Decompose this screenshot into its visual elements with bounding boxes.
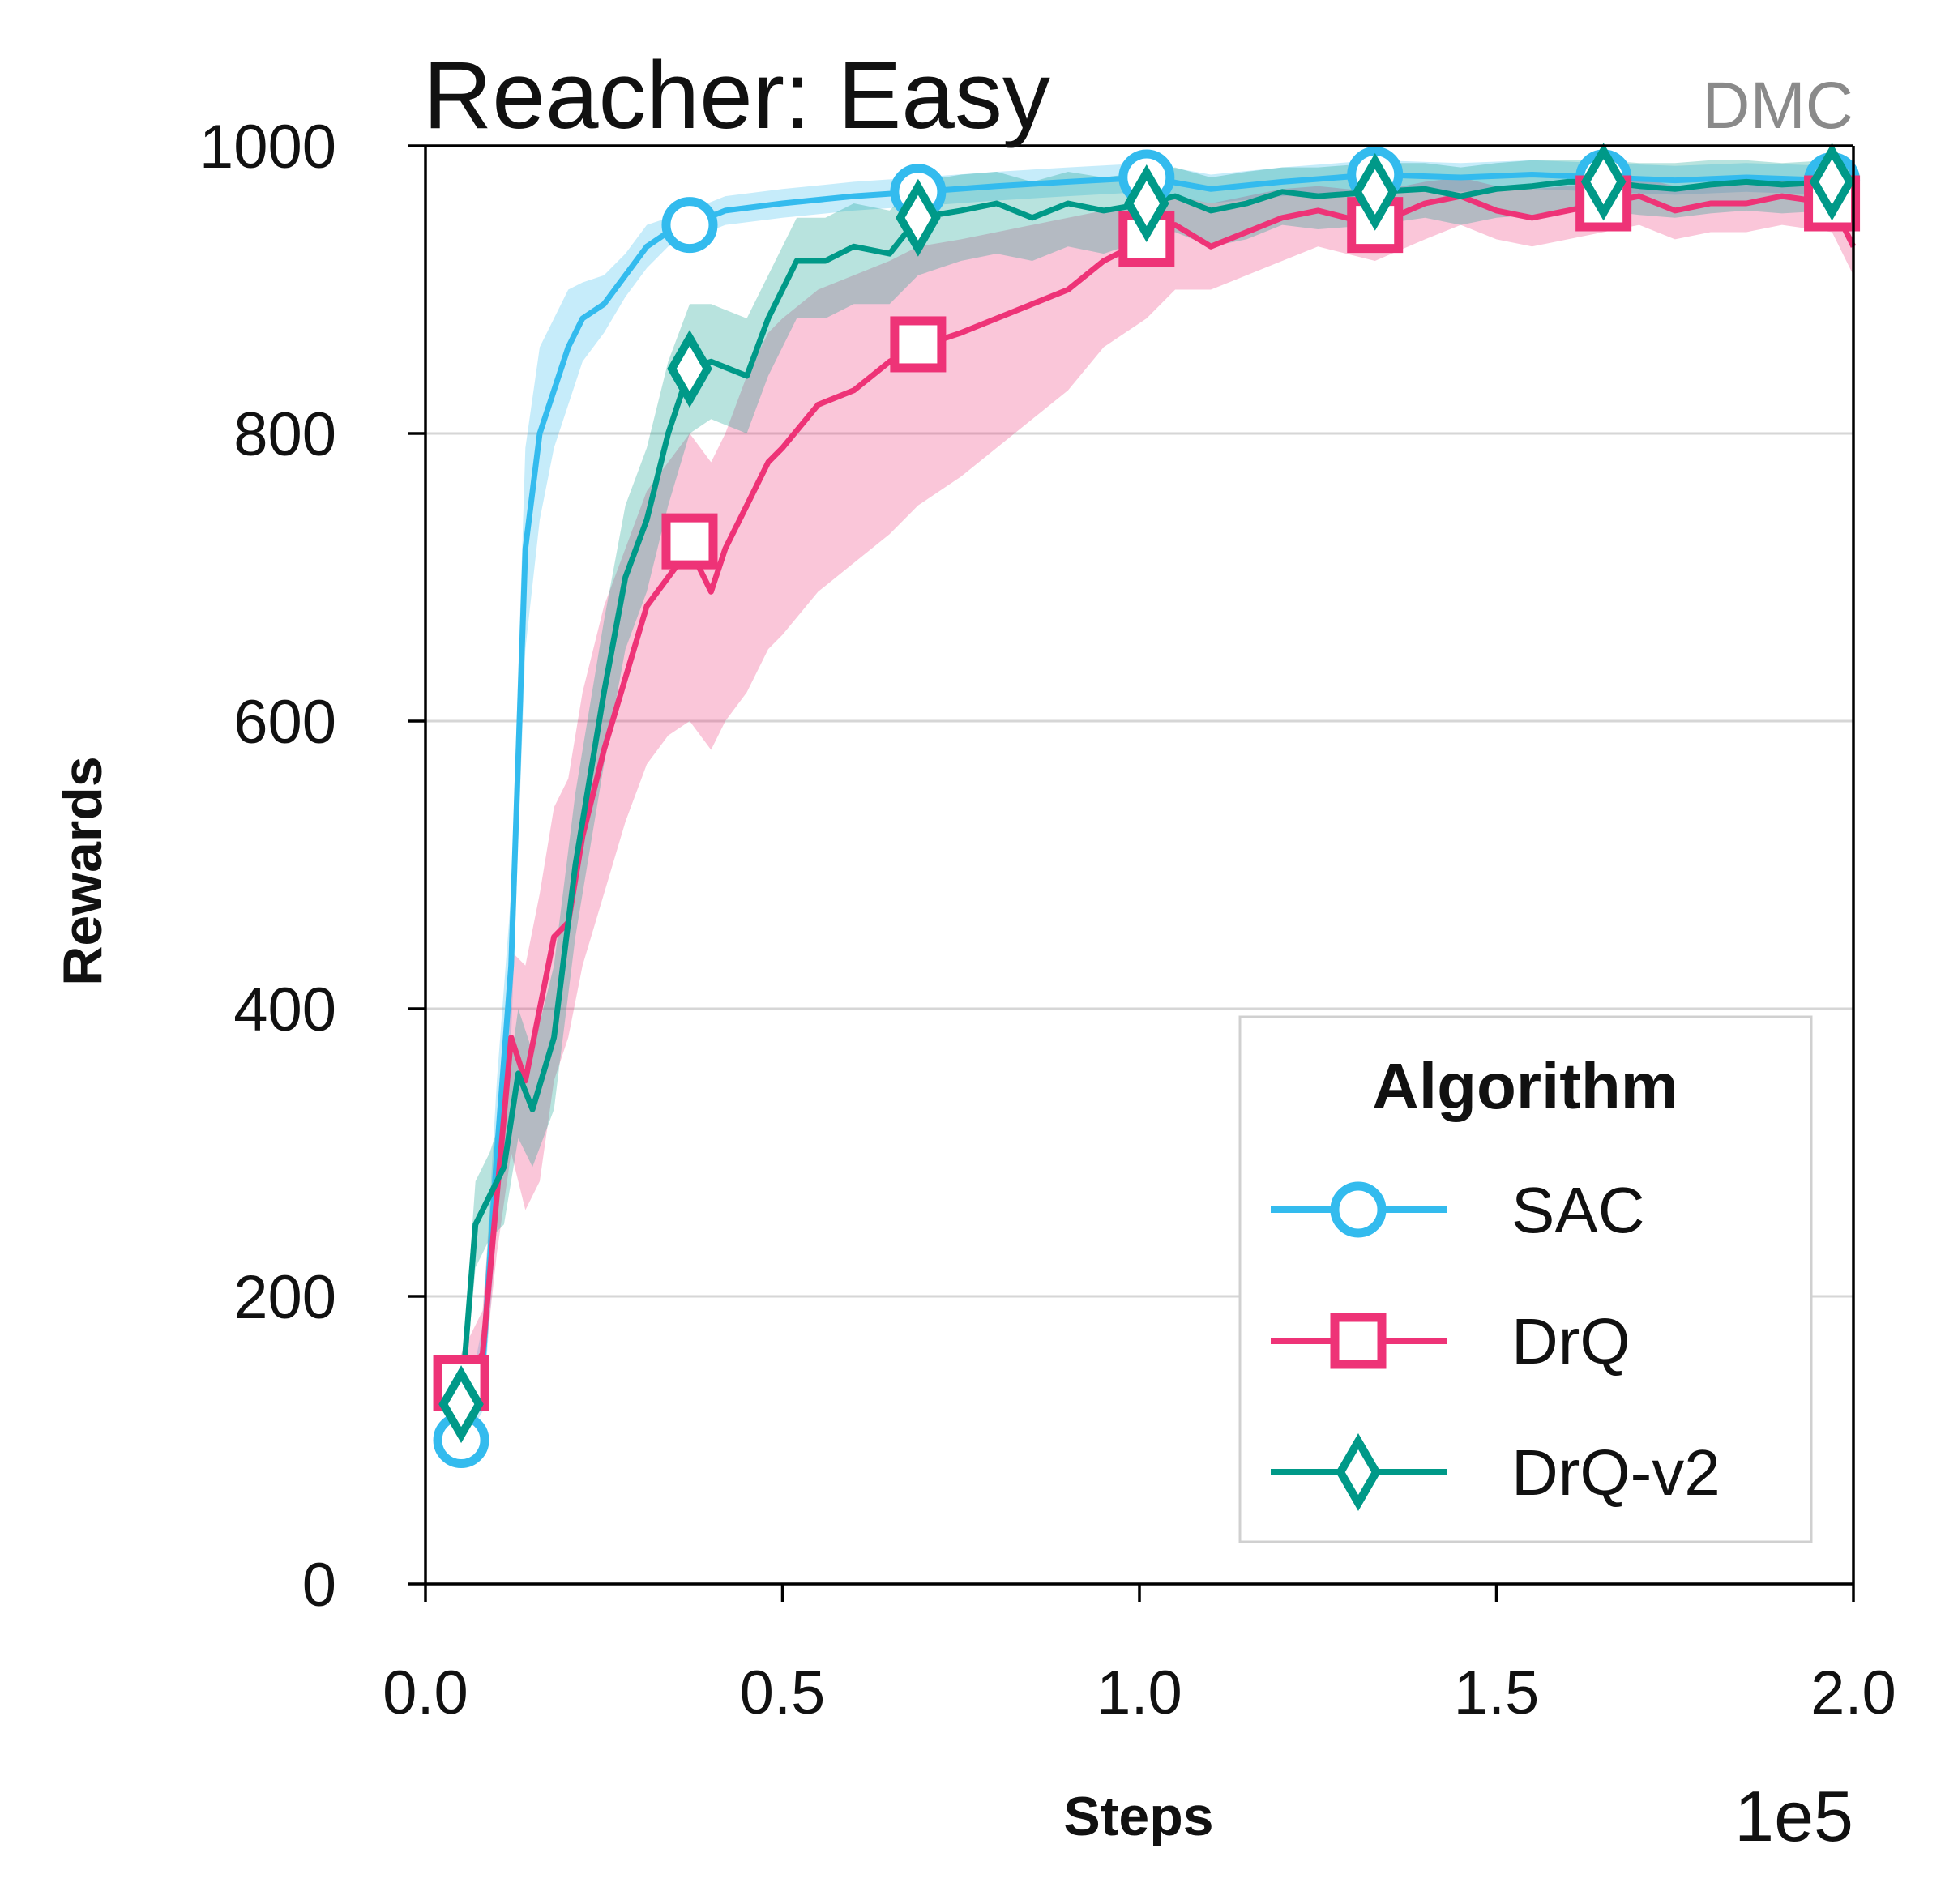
x-tick-label-1.5: 1.5 <box>1454 1659 1540 1727</box>
y-tick-label-0: 0 <box>302 1551 336 1620</box>
chart-title: Reacher: Easy <box>423 42 1050 149</box>
marker-drq-v2-3 <box>1124 164 1169 242</box>
marker-drq-v2-4 <box>1352 152 1398 231</box>
axes <box>408 144 1855 1602</box>
corner-label: DMC <box>1702 69 1853 143</box>
x-tick-label-2.0: 2.0 <box>1810 1659 1896 1727</box>
x-tick-label-0.0: 0.0 <box>383 1659 468 1727</box>
marker-drq-1 <box>661 513 718 570</box>
confidence-bands <box>461 160 1853 1448</box>
y-tick-label-1000: 1000 <box>199 113 336 181</box>
legend-marker-drq-v2 <box>1336 1433 1381 1511</box>
legend-label-sac: SAC <box>1511 1174 1645 1246</box>
legend-label-drq: DrQ <box>1511 1305 1631 1377</box>
y-tick-label-200: 200 <box>233 1263 336 1332</box>
legend-entries: SAC DrQ DrQ-v2 <box>1271 1174 1721 1511</box>
marker-sac-1 <box>661 197 718 254</box>
x-tick-label-1.0: 1.0 <box>1096 1659 1182 1727</box>
marker-drq-2 <box>890 316 947 373</box>
legend-marker-drq <box>1330 1313 1387 1369</box>
band-sac <box>461 160 1853 1448</box>
series-markers <box>433 143 1861 1468</box>
legend: Algorithm SAC DrQ DrQ-v2 <box>1238 1015 1813 1543</box>
legend-marker-sac <box>1330 1181 1387 1238</box>
marker-drq-v2-0 <box>438 1365 484 1444</box>
marker-drq-v2-2 <box>896 178 941 257</box>
y-axis-label: Rewards <box>52 756 113 985</box>
marker-drq-v2-5 <box>1580 143 1627 221</box>
tick-labels: 0.0 0.5 1.0 1.5 2.0 0 200 400 600 800 1000 <box>199 113 1896 1727</box>
x-axis-label: Steps <box>1063 1786 1213 1847</box>
line-sac <box>458 172 1854 1441</box>
y-tick-label-800: 800 <box>233 400 336 469</box>
marker-drq-v2-1 <box>667 330 712 408</box>
marker-drq-v2-6 <box>1809 143 1855 221</box>
legend-frame <box>1238 1015 1813 1543</box>
band-drq <box>461 177 1853 1411</box>
legend-label-drq-v2: DrQ-v2 <box>1511 1437 1721 1509</box>
y-tick-label-400: 400 <box>233 975 336 1044</box>
y-tick-label-600: 600 <box>233 688 336 757</box>
x-exponent-label: 1e5 <box>1734 1776 1853 1856</box>
legend-title: Algorithm <box>1372 1050 1678 1122</box>
x-tick-label-0.5: 0.5 <box>740 1659 826 1727</box>
